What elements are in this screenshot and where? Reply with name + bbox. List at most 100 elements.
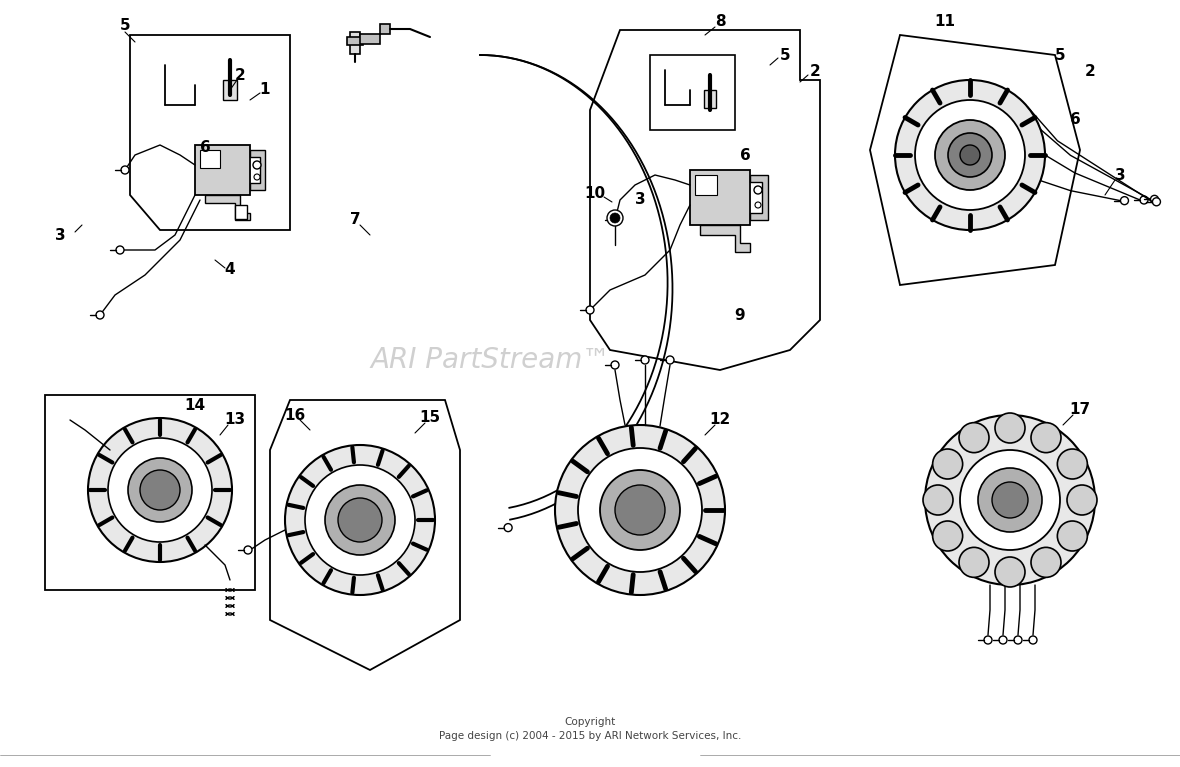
Text: 5: 5 [780, 48, 791, 62]
Circle shape [1121, 196, 1128, 205]
Text: 3: 3 [54, 228, 65, 242]
Bar [223, 80, 237, 100]
Circle shape [1029, 636, 1037, 644]
Circle shape [914, 100, 1025, 210]
Circle shape [504, 524, 512, 532]
Text: 11: 11 [935, 15, 956, 29]
Bar [45, 395, 255, 590]
Polygon shape [130, 35, 290, 230]
Bar [235, 205, 247, 219]
Text: 3: 3 [635, 193, 645, 208]
Text: 5: 5 [1055, 48, 1066, 62]
Circle shape [935, 120, 1005, 190]
Text: 14: 14 [184, 397, 205, 413]
Text: 2: 2 [809, 64, 820, 80]
Text: 6: 6 [1069, 113, 1081, 127]
Circle shape [1067, 485, 1097, 515]
Circle shape [1031, 423, 1061, 453]
Text: 5: 5 [119, 18, 130, 32]
Circle shape [666, 356, 674, 364]
Circle shape [755, 202, 761, 208]
Text: 17: 17 [1069, 403, 1090, 417]
Circle shape [555, 425, 725, 595]
Circle shape [932, 521, 963, 551]
Polygon shape [270, 400, 460, 670]
Bar [347, 37, 363, 45]
Circle shape [578, 448, 702, 572]
Circle shape [999, 636, 1007, 644]
Circle shape [611, 361, 620, 369]
Circle shape [96, 311, 104, 319]
Circle shape [995, 413, 1025, 443]
Circle shape [122, 166, 129, 174]
Text: 1: 1 [260, 83, 270, 97]
Circle shape [961, 145, 981, 165]
Circle shape [894, 80, 1045, 230]
Text: 7: 7 [349, 212, 360, 228]
Bar [195, 145, 250, 195]
Text: 6: 6 [740, 147, 750, 163]
Bar [199, 150, 219, 168]
Circle shape [109, 438, 212, 542]
Circle shape [995, 557, 1025, 587]
Circle shape [253, 161, 261, 169]
Text: Copyright: Copyright [564, 717, 616, 727]
Circle shape [1031, 548, 1061, 578]
Text: Page design (c) 2004 - 2015 by ARI Network Services, Inc.: Page design (c) 2004 - 2015 by ARI Netwo… [439, 731, 741, 741]
Bar [695, 175, 717, 195]
Polygon shape [700, 225, 750, 252]
Text: 2: 2 [235, 67, 245, 83]
Circle shape [925, 415, 1095, 585]
Circle shape [1150, 196, 1159, 203]
Text: 12: 12 [709, 413, 730, 427]
Polygon shape [250, 150, 266, 190]
Circle shape [1057, 521, 1087, 551]
Circle shape [254, 174, 260, 180]
Circle shape [932, 449, 963, 479]
Circle shape [599, 470, 680, 550]
Text: 16: 16 [284, 407, 306, 423]
Text: 2: 2 [1084, 64, 1095, 80]
Bar [350, 32, 360, 54]
Circle shape [992, 482, 1028, 518]
Circle shape [610, 213, 620, 223]
Text: 10: 10 [584, 186, 605, 200]
Bar [650, 55, 735, 130]
Text: 6: 6 [199, 140, 210, 156]
Circle shape [116, 246, 124, 254]
Circle shape [324, 485, 395, 555]
Polygon shape [750, 175, 768, 220]
Circle shape [984, 636, 992, 644]
Polygon shape [870, 35, 1080, 285]
Circle shape [961, 450, 1060, 550]
Bar [704, 90, 716, 108]
Circle shape [586, 306, 594, 314]
Text: 4: 4 [224, 262, 235, 278]
Circle shape [607, 210, 623, 226]
Circle shape [1140, 196, 1148, 204]
Text: 9: 9 [735, 308, 746, 322]
Circle shape [244, 546, 253, 554]
Circle shape [615, 485, 666, 535]
Text: 3: 3 [1115, 167, 1126, 183]
Circle shape [140, 470, 181, 510]
Circle shape [959, 548, 989, 578]
Circle shape [127, 458, 192, 522]
Text: 13: 13 [224, 413, 245, 427]
Circle shape [1014, 636, 1022, 644]
Circle shape [1153, 198, 1160, 206]
Circle shape [88, 418, 232, 562]
Circle shape [754, 186, 762, 194]
Text: 8: 8 [715, 15, 726, 29]
Circle shape [304, 465, 415, 575]
Circle shape [1057, 449, 1087, 479]
Circle shape [286, 445, 435, 595]
Circle shape [959, 423, 989, 453]
Polygon shape [590, 30, 820, 370]
Circle shape [978, 468, 1042, 532]
Polygon shape [360, 24, 391, 44]
Circle shape [923, 485, 953, 515]
Circle shape [611, 216, 620, 224]
Text: ARI PartStream™: ARI PartStream™ [371, 346, 610, 374]
Circle shape [948, 133, 992, 177]
